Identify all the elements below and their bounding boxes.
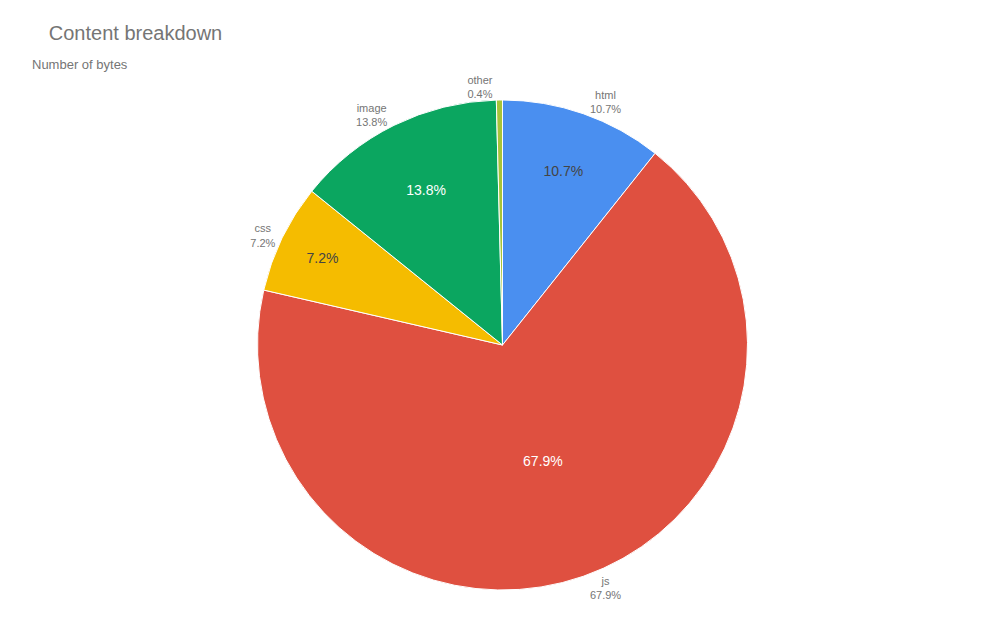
svg-text:Number of bytes: Number of bytes [32, 57, 128, 72]
svg-text:67.9%: 67.9% [523, 453, 563, 469]
svg-text:image13.8%: image13.8% [356, 102, 387, 128]
svg-text:other0.4%: other0.4% [467, 74, 492, 100]
svg-text:js67.9%: js67.9% [590, 575, 621, 601]
svg-text:html10.7%: html10.7% [590, 89, 621, 115]
svg-text:Content breakdown: Content breakdown [49, 22, 222, 44]
svg-text:css7.2%: css7.2% [250, 222, 275, 248]
svg-text:13.8%: 13.8% [406, 182, 446, 198]
svg-text:7.2%: 7.2% [307, 250, 339, 266]
svg-text:10.7%: 10.7% [543, 163, 583, 179]
